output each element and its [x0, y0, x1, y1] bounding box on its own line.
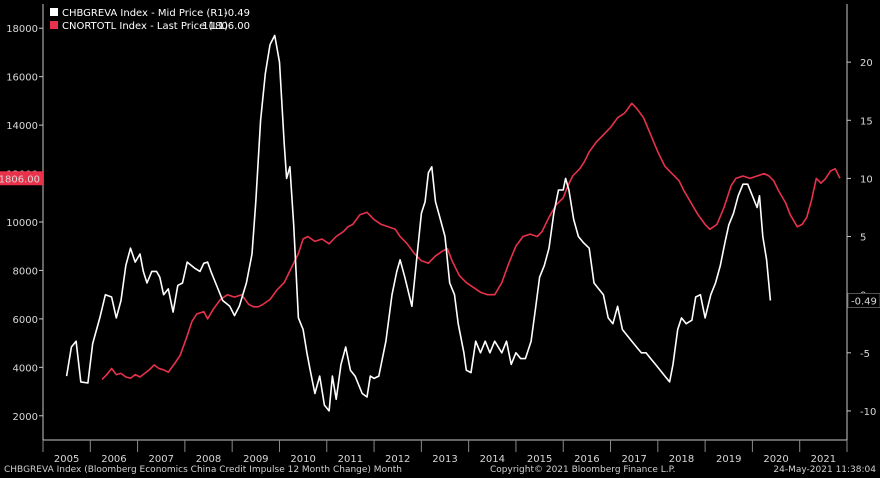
left-tick-label: 2000 [13, 412, 38, 423]
right-tick-label: -5 [860, 349, 870, 360]
x-tick-label: 2008 [196, 454, 221, 465]
left-tick-label: 18000 [6, 24, 38, 35]
x-tick-label: 2009 [243, 454, 268, 465]
legend-swatch [50, 21, 58, 29]
x-tick-label: 2020 [763, 454, 788, 465]
right-tick-label: 5 [860, 233, 866, 244]
legend-value: 11806.00 [202, 21, 250, 32]
x-tick-label: 2017 [621, 454, 646, 465]
x-tick-label: 2013 [432, 454, 457, 465]
footer-source: CHBGREVA Index (Bloomberg Economics Chin… [4, 465, 403, 475]
legend: CHBGREVA Index - Mid Price (R1)-0.49 CNOR… [50, 8, 250, 32]
left-tick-label: 10000 [6, 218, 38, 229]
left-value-marker-label: 11806.00 [0, 174, 40, 185]
x-tick-label: 2014 [480, 454, 505, 465]
right-tick-label: 15 [860, 116, 873, 127]
right-tick-label: -10 [860, 407, 876, 418]
x-tick-label: 2006 [101, 454, 126, 465]
left-value-marker [0, 171, 43, 186]
legend-swatch [50, 8, 58, 16]
footer-copyright: Copyright© 2021 Bloomberg Finance L.P. [490, 465, 676, 475]
x-tick-label: 2005 [54, 454, 79, 465]
axes: 2000400060008000100001200014000160001800… [6, 4, 876, 465]
legend-label: CNORTOTL Index - Last Price (L1) [62, 21, 228, 32]
x-tick-label: 2015 [527, 454, 552, 465]
legend-value: -0.49 [224, 8, 250, 19]
left-tick-label: 8000 [13, 266, 38, 277]
x-tick-label: 2007 [149, 454, 174, 465]
right-tick-label: 10 [860, 174, 873, 185]
right-tick-label: 20 [860, 58, 873, 69]
x-tick-label: 2010 [290, 454, 315, 465]
x-tick-label: 2012 [385, 454, 410, 465]
legend-label: CHBGREVA Index - Mid Price (R1) [62, 8, 228, 19]
left-tick-label: 16000 [6, 73, 38, 84]
left-tick-label: 4000 [13, 363, 38, 374]
footer-timestamp: 24-May-2021 11:38:04 [773, 465, 876, 475]
x-tick-label: 2011 [338, 454, 363, 465]
x-tick-label: 2021 [811, 454, 836, 465]
x-tick-label: 2016 [574, 454, 599, 465]
series-line [65, 34, 772, 412]
last-value-markers: -0.49 11806.00 [0, 171, 880, 308]
right-value-marker-label: -0.49 [851, 296, 877, 307]
series-line [101, 102, 841, 380]
right-value-marker [847, 292, 880, 308]
left-tick-label: 14000 [6, 121, 38, 132]
x-tick-label: 2018 [669, 454, 694, 465]
left-tick-label: 6000 [13, 315, 38, 326]
x-tick-label: 2019 [716, 454, 741, 465]
plot-lines [65, 34, 841, 412]
